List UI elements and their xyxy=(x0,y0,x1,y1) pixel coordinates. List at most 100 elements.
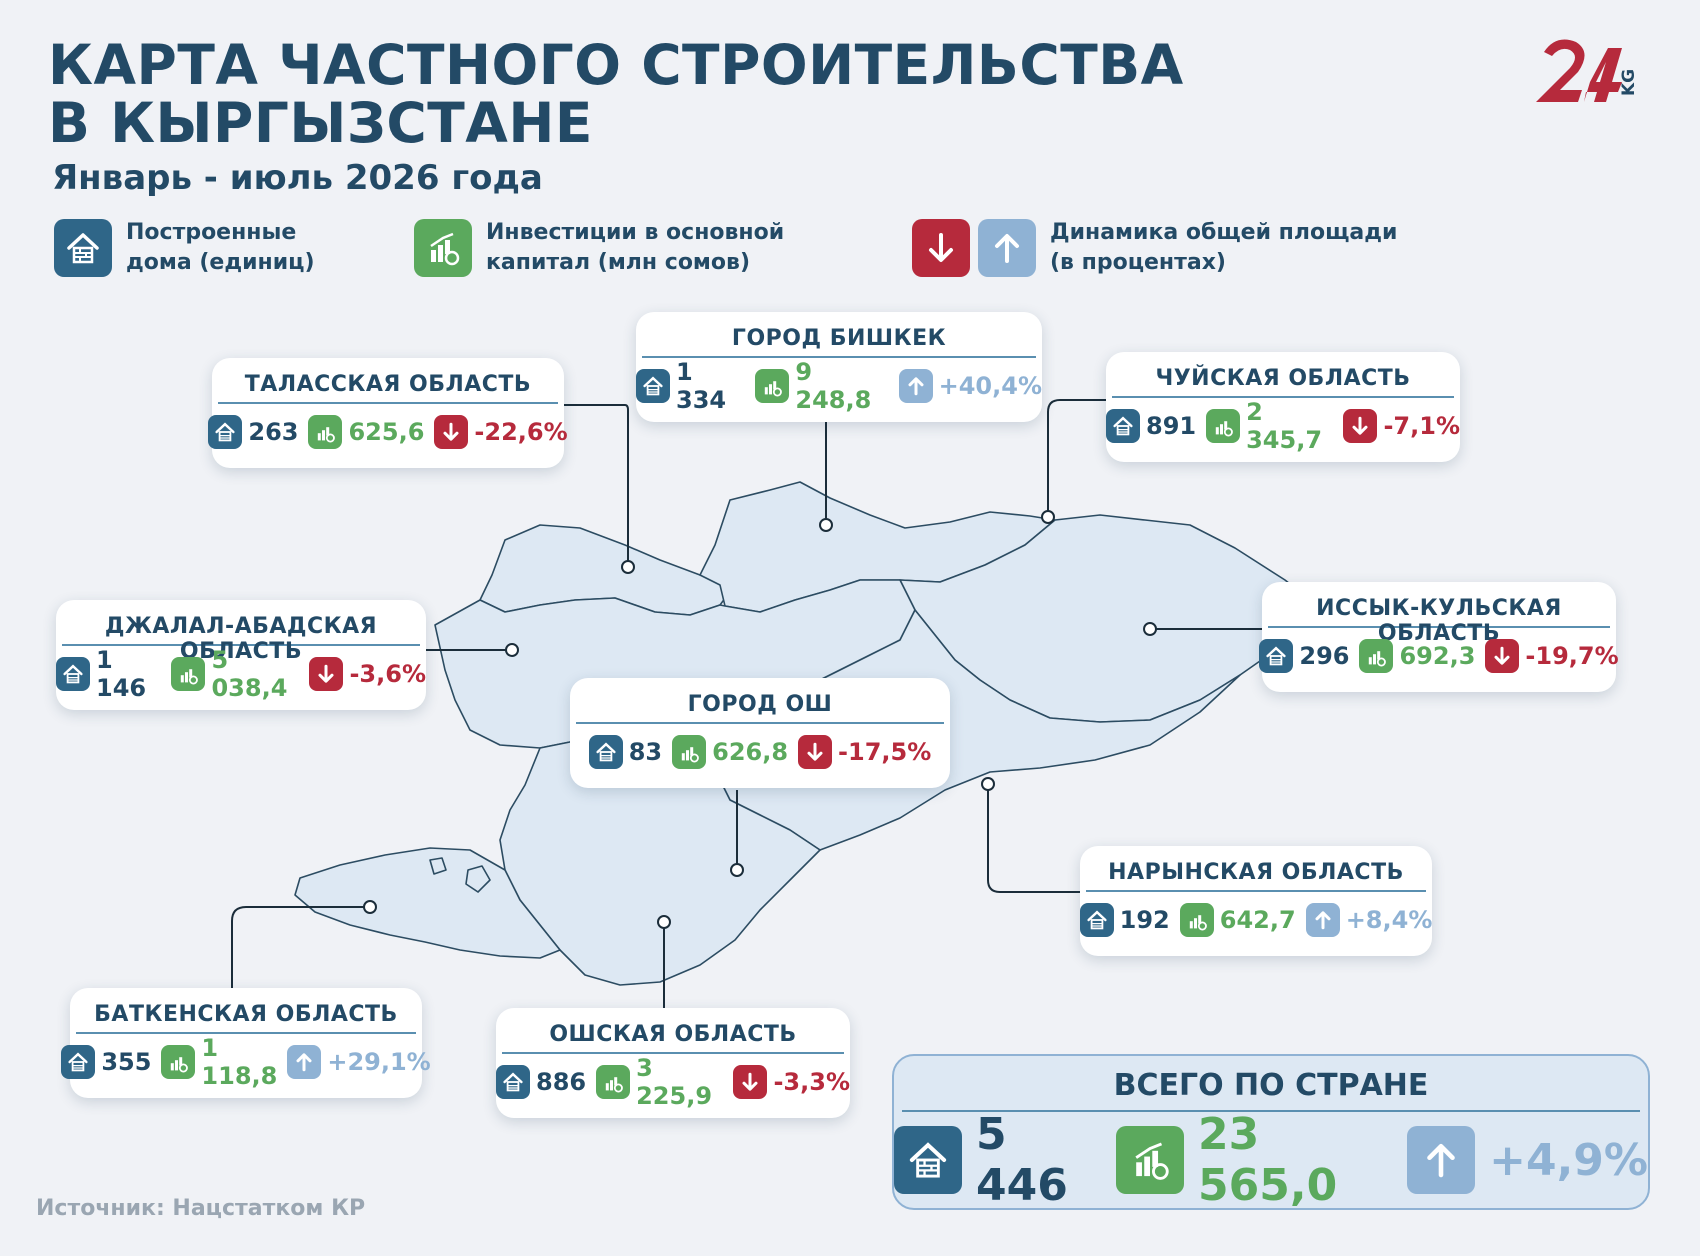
investment-icon xyxy=(1206,409,1241,443)
connector-naryn xyxy=(987,782,1080,893)
region-name: БАТКЕНСКАЯ ОБЛАСТЬ xyxy=(76,988,416,1034)
investment-value: 5 038,4 xyxy=(211,646,288,702)
house-icon xyxy=(54,219,112,277)
card-osh-city[interactable]: ГОРОД ОШ 83 626,8 -17,5% xyxy=(570,678,950,788)
region-stats: 83 626,8 -17,5% xyxy=(570,724,950,780)
house-icon xyxy=(61,1045,96,1079)
source-note: Источник: Нацстатком КР xyxy=(36,1196,366,1221)
logo-kg-text: KG xyxy=(1619,69,1639,96)
change-value: -3,6% xyxy=(349,660,426,688)
house-icon xyxy=(588,735,623,769)
investment-icon xyxy=(596,1065,631,1099)
house-icon xyxy=(1106,409,1140,443)
arrow-up-icon xyxy=(1407,1126,1476,1194)
region-stats: 192 642,7 +8,4% xyxy=(1079,892,1433,948)
logo-24kg: KG xyxy=(1530,38,1650,108)
map-regions xyxy=(294,481,1326,986)
houses-value: 296 xyxy=(1299,642,1350,670)
card-chui[interactable]: ЧУЙСКАЯ ОБЛАСТЬ 891 2 345,7 -7,1% xyxy=(1106,352,1460,462)
card-issykkul[interactable]: ИССЫК-КУЛЬСКАЯ ОБЛАСТЬ 296 692,3 -19,7% xyxy=(1259,582,1619,692)
houses-value: 355 xyxy=(101,1048,152,1076)
houses-value: 83 xyxy=(628,738,663,766)
connector-chui xyxy=(1047,399,1107,517)
region-stats: 886 3 225,9 -3,3% xyxy=(496,1054,850,1110)
marker-talas xyxy=(621,560,635,574)
change-value: -17,5% xyxy=(838,738,932,766)
region-name: ГОРОД ОШ xyxy=(576,678,944,724)
house-icon xyxy=(1259,639,1294,673)
region-stats: 296 692,3 -19,7% xyxy=(1259,628,1619,684)
investment-value: 1 118,8 xyxy=(201,1034,278,1090)
marker-batken xyxy=(363,900,377,914)
investment-value: 692,3 xyxy=(1399,642,1476,670)
legend-houses: Построенные дома (единиц) xyxy=(54,218,315,278)
logo-24-icon: KG xyxy=(1536,39,1639,102)
houses-value: 192 xyxy=(1119,906,1170,934)
marker-chui xyxy=(1041,510,1055,524)
investment-icon xyxy=(1359,639,1394,673)
region-name: ОШСКАЯ ОБЛАСТЬ xyxy=(502,1008,844,1054)
legend-dynamics: Динамика общей площади (в процентах) xyxy=(912,218,1397,278)
region-stats: 355 1 118,8 +29,1% xyxy=(61,1034,431,1090)
connector-batken xyxy=(231,906,370,990)
exclave-1 xyxy=(465,865,491,893)
region-name: НАРЫНСКАЯ ОБЛАСТЬ xyxy=(1086,846,1426,892)
region-name: ЧУЙСКАЯ ОБЛАСТЬ xyxy=(1112,352,1454,398)
arrow-up-icon xyxy=(898,369,933,403)
legend-houses-line1: Построенные xyxy=(126,220,297,245)
legend-houses-line2: дома (единиц) xyxy=(126,250,315,275)
investment-icon xyxy=(755,369,790,403)
change-value: -3,3% xyxy=(773,1068,850,1096)
subtitle: Январь - июль 2026 года xyxy=(52,158,543,198)
marker-osh-city xyxy=(730,863,744,877)
investment-icon xyxy=(414,219,472,277)
title-line-2: В КЫРГЫЗСТАНЕ xyxy=(48,91,593,155)
houses-value: 1 146 xyxy=(96,646,147,702)
arrow-down-icon xyxy=(1343,409,1378,443)
investment-value: 9 248,8 xyxy=(795,358,872,414)
title-line-1: КАРТА ЧАСТНОГО СТРОИТЕЛЬСТВА xyxy=(48,33,1184,97)
house-icon xyxy=(894,1126,962,1194)
investment-value: 2 345,7 xyxy=(1246,398,1323,454)
houses-value: 886 xyxy=(536,1068,587,1096)
house-icon xyxy=(56,657,90,691)
legend-dynamics-line2: (в процентах) xyxy=(1050,250,1226,275)
investment-icon xyxy=(161,1045,196,1079)
arrow-down-icon xyxy=(733,1065,768,1099)
region-stats: 1 334 9 248,8 +40,4% xyxy=(636,358,1042,414)
arrow-down-icon xyxy=(912,219,970,277)
card-bishkek[interactable]: ГОРОД БИШКЕК 1 334 9 248,8 +40,4% xyxy=(636,312,1042,422)
house-icon xyxy=(636,369,670,403)
card-batken[interactable]: БАТКЕНСКАЯ ОБЛАСТЬ 355 1 118,8 +29,1% xyxy=(61,988,431,1098)
legend-dynamics-line1: Динамика общей площади xyxy=(1050,220,1398,245)
houses-value: 891 xyxy=(1146,412,1197,440)
investment-value: 3 225,9 xyxy=(636,1054,713,1110)
card-osh-region[interactable]: ОШСКАЯ ОБЛАСТЬ 886 3 225,9 -3,3% xyxy=(496,1008,850,1118)
total-stats: 5 446 23 565,0 +4,9% xyxy=(894,1109,1648,1211)
change-value: +29,1% xyxy=(327,1048,431,1076)
investment-icon xyxy=(1116,1126,1185,1194)
change-value: -7,1% xyxy=(1383,412,1460,440)
marker-bishkek xyxy=(819,518,833,532)
card-talas[interactable]: ТАЛАССКАЯ ОБЛАСТЬ 263 625,6 -22,6% xyxy=(208,358,568,468)
marker-jalalabad xyxy=(505,643,519,657)
region-name: ТАЛАССКАЯ ОБЛАСТЬ xyxy=(218,358,558,404)
legend-investment-label: Инвестиции в основной капитал (млн сомов… xyxy=(486,218,784,278)
region-stats: 1 146 5 038,4 -3,6% xyxy=(56,646,426,702)
arrow-up-icon xyxy=(287,1045,322,1079)
card-jalalabad[interactable]: ДЖАЛАЛ-АБАДСКАЯ ОБЛАСТЬ 1 146 5 038,4 -3… xyxy=(56,600,426,710)
card-naryn[interactable]: НАРЫНСКАЯ ОБЛАСТЬ 192 642,7 +8,4% xyxy=(1079,846,1433,956)
page-title: КАРТА ЧАСТНОГО СТРОИТЕЛЬСТВА В КЫРГЫЗСТА… xyxy=(48,36,1184,152)
house-icon xyxy=(1079,903,1114,937)
region-stats: 263 625,6 -22,6% xyxy=(208,404,568,460)
exclave-2 xyxy=(429,857,447,875)
change-value: +40,4% xyxy=(938,372,1042,400)
houses-value: 263 xyxy=(248,418,299,446)
change-value: +8,4% xyxy=(1345,906,1433,934)
total-panel: ВСЕГО ПО СТРАНЕ 5 446 23 565,0 +4,9% xyxy=(892,1054,1650,1211)
region-name: ГОРОД БИШКЕК xyxy=(642,312,1036,358)
total-houses-value: 5 446 xyxy=(976,1109,1068,1211)
house-icon xyxy=(496,1065,530,1099)
region-name: ДЖАЛАЛ-АБАДСКАЯ ОБЛАСТЬ xyxy=(62,600,420,664)
